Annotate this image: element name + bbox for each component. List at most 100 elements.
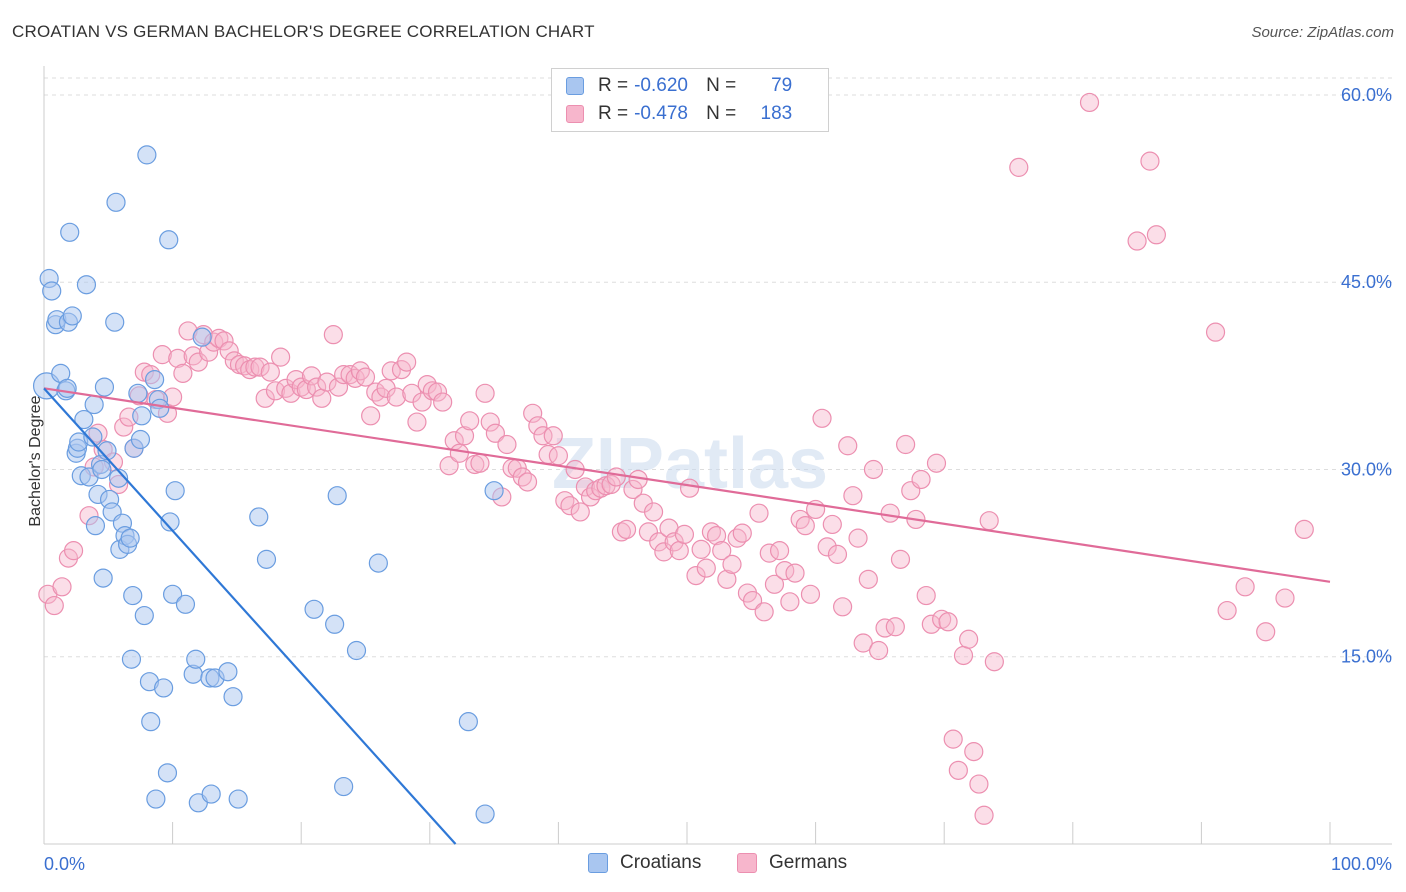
- croatian-point: [475, 804, 495, 824]
- croatian-point: [85, 516, 106, 536]
- croatian-point: [484, 481, 504, 501]
- german-point: [245, 357, 265, 377]
- german-point: [780, 592, 800, 612]
- legend-item-germans[interactable]: Germans: [737, 852, 847, 874]
- german-point: [255, 388, 275, 408]
- german-point: [885, 617, 905, 637]
- german-point: [427, 382, 448, 402]
- german-point: [838, 436, 858, 456]
- german-point: [63, 541, 84, 561]
- german-point: [623, 479, 643, 500]
- y-tick-label: 60.0%: [1341, 85, 1392, 105]
- croatian-point: [74, 409, 94, 430]
- croatian-point: [62, 306, 82, 326]
- german-point: [790, 509, 810, 530]
- german-point: [152, 345, 172, 365]
- german-point: [769, 541, 790, 561]
- german-point: [340, 365, 360, 385]
- german-point: [863, 459, 884, 480]
- german-point: [701, 522, 722, 542]
- croatian-point: [144, 370, 165, 390]
- german-point: [722, 554, 742, 574]
- german-point: [480, 412, 500, 432]
- german-point: [948, 760, 968, 780]
- croatian-point: [105, 312, 125, 332]
- german-point: [307, 377, 327, 397]
- croatians-legend-label: Croatians: [620, 852, 702, 873]
- croatian-point: [159, 230, 179, 250]
- german-point: [485, 423, 505, 443]
- german-point: [219, 341, 239, 361]
- germans-legend-label: Germans: [769, 852, 848, 873]
- german-point: [449, 443, 469, 463]
- german-point: [606, 467, 626, 487]
- trend-lines: [43, 387, 1331, 845]
- german-point: [355, 367, 376, 387]
- croatian-point: [218, 662, 238, 682]
- german-point: [979, 511, 999, 531]
- croatian-point: [42, 281, 62, 301]
- german-point: [764, 574, 785, 594]
- german-point: [785, 563, 805, 583]
- german-point: [543, 426, 563, 446]
- german-point: [853, 633, 873, 653]
- german-point: [921, 614, 941, 634]
- r-label: R =: [598, 103, 629, 124]
- legend-row-germans: R = -0.478 N = 183: [566, 103, 792, 125]
- german-point: [1275, 588, 1295, 608]
- german-point: [470, 453, 490, 473]
- n-label: N =: [706, 75, 737, 96]
- german-point: [611, 522, 632, 542]
- german-point: [1009, 157, 1029, 177]
- german-point: [1146, 225, 1166, 245]
- german-point: [674, 524, 695, 545]
- german-point: [679, 478, 700, 498]
- german-point: [497, 434, 517, 455]
- german-point: [712, 541, 732, 561]
- german-point: [969, 774, 989, 794]
- german-point: [454, 426, 475, 446]
- german-point: [560, 496, 580, 516]
- german-point: [643, 502, 664, 522]
- german-point: [812, 408, 832, 428]
- german-point: [822, 514, 842, 535]
- german-point: [381, 361, 401, 381]
- r-value: -0.478: [634, 103, 688, 124]
- croatian-point: [76, 275, 97, 295]
- croatian-point: [160, 512, 180, 532]
- german-point: [1205, 322, 1226, 342]
- croatian-point: [249, 507, 269, 527]
- german-point: [616, 519, 637, 540]
- german-point: [323, 325, 343, 345]
- croatian-point: [256, 549, 277, 569]
- german-point: [869, 640, 889, 661]
- german-point: [817, 537, 837, 557]
- german-point: [183, 346, 203, 366]
- tick-labels: 15.0% 30.0% 45.0% 60.0% 0.0% 100.0%: [44, 85, 1392, 874]
- legend-item-croatians[interactable]: Croatians: [588, 852, 701, 874]
- german-point: [523, 403, 543, 423]
- german-point: [460, 411, 480, 431]
- german-point: [890, 549, 911, 569]
- german-point: [795, 516, 815, 536]
- german-point: [52, 577, 72, 597]
- y-tick-label: 30.0%: [1341, 459, 1392, 479]
- croatian-point: [327, 486, 347, 506]
- croatian-point: [163, 584, 183, 604]
- german-point: [1294, 519, 1314, 540]
- german-point: [533, 426, 553, 446]
- croatian-point: [57, 378, 77, 398]
- german-point: [875, 618, 895, 638]
- german-point: [833, 597, 853, 617]
- croatian-point: [83, 427, 103, 447]
- croatian-point: [130, 429, 151, 450]
- german-point: [938, 612, 958, 632]
- german-point: [911, 469, 931, 490]
- series-germans: [38, 92, 1314, 825]
- german-point: [407, 412, 427, 432]
- german-point: [528, 416, 548, 436]
- croatians-swatch: [566, 77, 584, 95]
- germans-swatch: [566, 105, 584, 123]
- german-point: [312, 388, 332, 408]
- german-point: [475, 383, 495, 403]
